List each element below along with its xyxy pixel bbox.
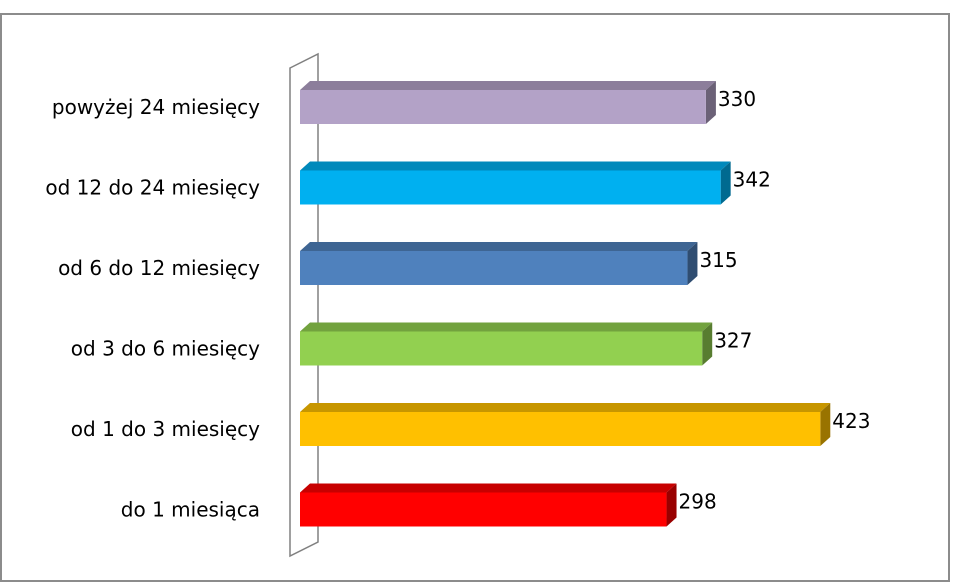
bar-2 [300,161,731,205]
category-label: od 12 do 24 miesięcy [45,176,260,200]
category-label: od 1 do 3 miesięcy [71,417,260,441]
bar-side-face [666,483,677,527]
bar-top-face [300,81,716,90]
value-label: 330 [718,87,756,111]
category-labels: powyżej 24 miesięcy od 12 do 24 miesięcy o… [45,95,260,522]
value-label: 342 [733,168,771,192]
bar-top-face [300,242,698,251]
bar-front-face [300,251,688,285]
value-label: 423 [832,409,870,433]
bar-front-face [300,331,703,366]
bar-top-face [300,322,713,332]
bar-3 [300,242,698,285]
category-label: powyżej 24 miesięcy [52,95,260,119]
category-label: od 3 do 6 miesięcy [71,337,260,361]
bar-top-face [300,483,677,493]
bar-side-face [687,242,698,285]
bar-4 [300,322,713,366]
axis-wall [289,52,319,558]
value-labels: 330 342 315 327 423 298 [679,87,871,514]
bar-side-face [820,403,831,446]
bar-top-face [300,161,731,171]
bar-front-face [300,492,667,527]
bar-side-face [720,161,731,205]
value-label: 315 [699,248,737,272]
category-label: do 1 miesiąca [121,498,260,522]
bars-group [300,81,831,527]
bar-front-face [300,170,721,205]
category-label: od 6 do 12 miesięcy [58,256,260,280]
bar-5 [300,403,831,446]
bar-side-face [705,81,716,124]
bar-side-face [702,322,713,366]
bar-front-face [300,90,706,124]
bar-top-face [300,403,831,412]
bar-6 [300,483,677,527]
value-label: 298 [679,490,717,514]
bar-front-face [300,412,821,446]
axis-wall-plane [289,52,319,558]
bar-1 [300,81,716,124]
value-label: 327 [714,329,752,353]
